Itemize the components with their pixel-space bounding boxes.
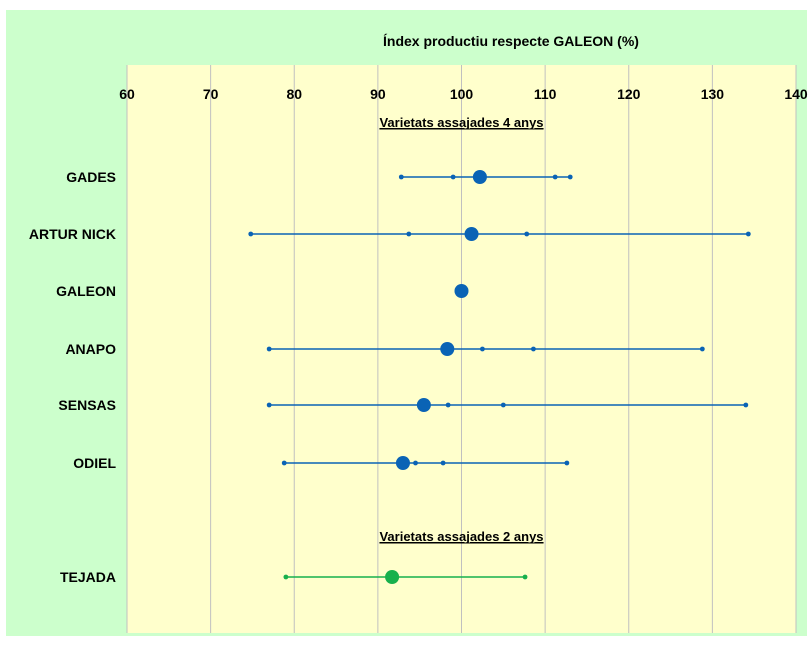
data-point xyxy=(281,460,287,466)
data-point xyxy=(743,402,749,408)
mean-marker xyxy=(416,398,431,412)
data-point xyxy=(450,174,456,180)
data-point xyxy=(567,174,573,180)
data-point xyxy=(500,402,506,408)
data-point xyxy=(283,574,289,580)
group-label: Varietats assajades 2 anys xyxy=(379,529,543,544)
chart-title: Índex productiu respecte GALEON (%) xyxy=(383,33,639,49)
category-label: SENSAS xyxy=(58,397,116,413)
x-tick-label: 130 xyxy=(701,86,725,102)
x-tick-label: 120 xyxy=(617,86,641,102)
data-point xyxy=(413,460,418,466)
data-point xyxy=(406,231,412,237)
data-point xyxy=(522,574,528,580)
data-point xyxy=(398,174,404,180)
category-label: ODIEL xyxy=(73,455,116,471)
x-tick-label: 60 xyxy=(119,86,135,102)
mean-marker xyxy=(472,170,487,184)
data-point xyxy=(745,231,751,237)
x-tick-label: 110 xyxy=(534,86,557,102)
data-point xyxy=(531,346,536,352)
category-label: ANAPO xyxy=(65,341,116,357)
x-tick-label: 80 xyxy=(286,86,302,102)
x-tick-label: 140 xyxy=(784,86,808,102)
x-tick-label: 70 xyxy=(203,86,219,102)
data-point xyxy=(266,402,272,408)
mean-marker xyxy=(464,227,479,241)
x-tick-labels: 60 70 80 90 100 110 120 130 140 xyxy=(119,86,808,102)
data-series xyxy=(248,170,751,584)
mean-marker xyxy=(454,284,469,298)
category-label: GADES xyxy=(66,169,116,185)
data-point xyxy=(266,346,272,352)
data-point xyxy=(524,231,530,237)
data-point xyxy=(445,402,451,408)
category-label: TEJADA xyxy=(60,569,116,585)
data-point xyxy=(699,346,705,352)
x-tick-label: 90 xyxy=(370,86,386,102)
category-labels: GADES ARTUR NICK GALEON ANAPO SENSAS ODIEL TEJ… xyxy=(29,169,117,585)
mean-marker xyxy=(385,570,400,584)
data-point xyxy=(564,460,570,466)
data-point xyxy=(552,174,558,180)
category-label: ARTUR NICK xyxy=(29,226,116,242)
mean-marker xyxy=(395,456,410,470)
category-label: GALEON xyxy=(56,283,116,299)
mean-marker xyxy=(440,342,455,356)
group-label: Varietats assajades 4 anys xyxy=(379,115,543,130)
data-point xyxy=(248,231,254,237)
group-labels: Varietats assajades 4 anys Varietats assa… xyxy=(379,115,544,544)
data-point xyxy=(480,346,485,352)
x-tick-label: 100 xyxy=(450,86,474,102)
data-point xyxy=(440,460,446,466)
